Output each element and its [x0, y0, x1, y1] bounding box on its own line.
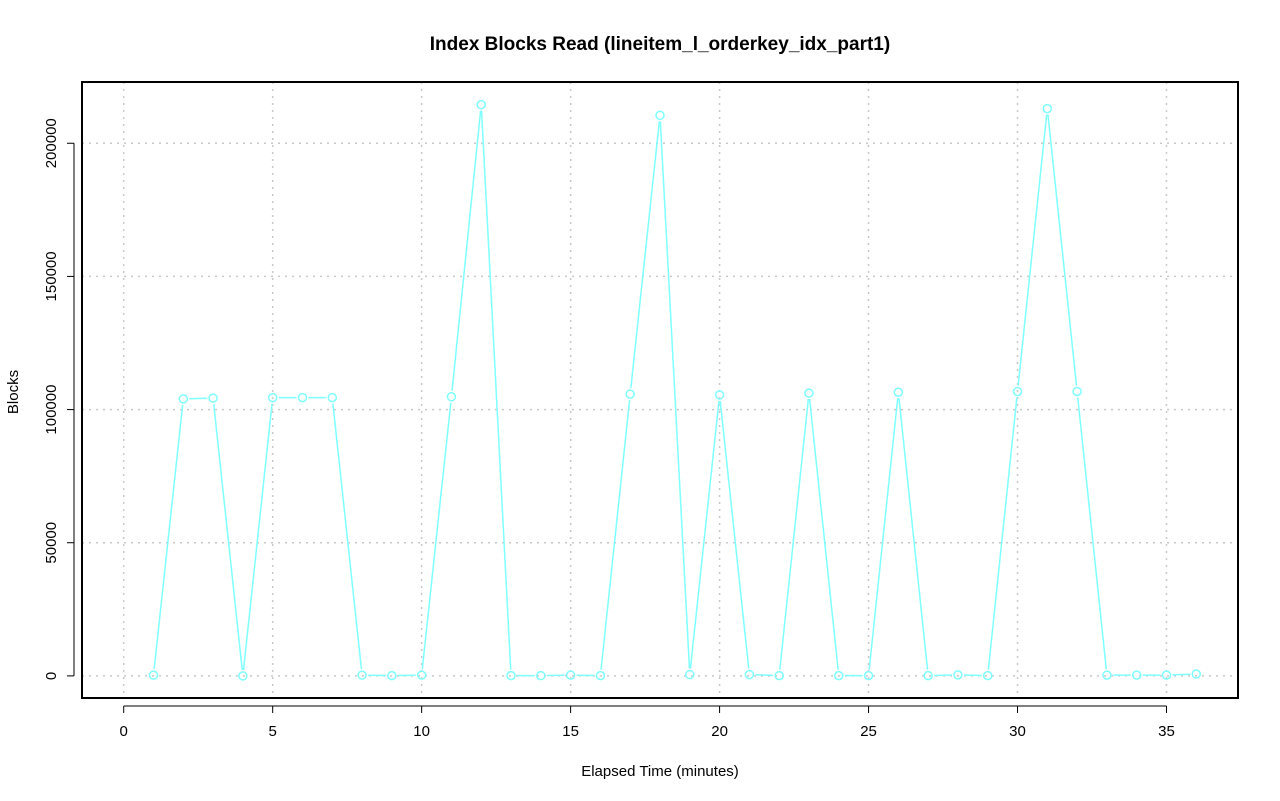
grid — [82, 82, 1238, 698]
plot-frame — [81, 81, 1239, 699]
data-point — [1131, 670, 1142, 680]
y-axis: 0 50000 100000 150000 200000 — [43, 118, 75, 680]
series-line-segment — [719, 400, 750, 669]
data-point — [804, 388, 814, 398]
data-point — [953, 670, 963, 680]
data-point — [923, 670, 933, 681]
data-point — [208, 393, 218, 403]
data-point — [1042, 103, 1053, 114]
y-tick-label: 0 — [43, 672, 60, 680]
series-line-segment — [153, 404, 184, 670]
data-point — [625, 389, 635, 399]
data-point — [476, 99, 486, 110]
y-tick-label: 200000 — [43, 118, 60, 168]
series-line-segment — [755, 674, 774, 677]
data-point — [297, 392, 308, 403]
data-point — [148, 670, 159, 680]
data-point — [1102, 670, 1112, 680]
x-axis: 0 5 10 15 20 25 30 35 — [120, 705, 1175, 740]
chart-title: Index Blocks Read (lineitem_l_orderkey_i… — [430, 34, 890, 55]
data-point — [685, 669, 695, 680]
x-axis-label: Elapsed Time (minutes) — [581, 763, 739, 780]
data-point — [982, 670, 993, 681]
y-axis-label: Blocks — [5, 370, 22, 414]
data-point — [595, 670, 606, 681]
series-line-segment — [1047, 114, 1078, 386]
data-point — [506, 670, 516, 681]
series-line-segment — [451, 110, 482, 391]
series-line-segment — [987, 397, 1018, 670]
x-tick-label: 0 — [120, 723, 128, 740]
series-line-segment — [600, 400, 631, 670]
data-point — [1012, 386, 1023, 397]
series-line-segment — [630, 121, 661, 389]
data-point — [714, 390, 725, 400]
data-point — [267, 392, 278, 403]
series-line-segment — [779, 398, 810, 670]
series-line-segment — [480, 110, 512, 670]
data-point — [565, 670, 576, 680]
data-point — [416, 670, 427, 680]
data-point — [238, 671, 248, 681]
data-point — [327, 392, 338, 403]
data-point — [834, 670, 844, 681]
data-point — [446, 392, 457, 402]
data-point — [1072, 386, 1082, 397]
data-point — [357, 670, 367, 680]
data-point — [1191, 669, 1202, 679]
series-layer — [148, 99, 1202, 681]
data-point — [178, 394, 189, 404]
x-tick-label: 25 — [860, 723, 877, 740]
x-tick-label: 30 — [1009, 723, 1026, 740]
data-point — [744, 669, 755, 680]
series-line-segment — [659, 121, 691, 669]
x-tick-label: 20 — [711, 723, 728, 740]
y-tick-label: 50000 — [43, 522, 60, 564]
series-line-segment — [868, 398, 899, 670]
data-point — [387, 670, 397, 681]
series-line-segment — [332, 403, 363, 670]
series-line-segment — [212, 404, 243, 671]
series-line-segment — [1076, 397, 1108, 670]
data-point — [536, 670, 546, 681]
y-tick-label: 150000 — [43, 251, 60, 301]
series-line-segment — [242, 403, 273, 671]
series-line-segment — [1017, 114, 1048, 386]
data-point — [774, 670, 784, 681]
series-line-segment — [808, 398, 839, 670]
data-point — [1161, 670, 1172, 680]
y-tick-label: 100000 — [43, 385, 60, 435]
x-tick-label: 15 — [562, 723, 579, 740]
x-tick-label: 5 — [269, 723, 277, 740]
series-line-segment — [421, 402, 452, 670]
series-line-segment — [689, 400, 720, 669]
data-point — [893, 387, 904, 398]
data-point — [655, 110, 665, 121]
series-line-segment — [1172, 673, 1191, 676]
x-tick-label: 10 — [413, 723, 430, 740]
series-line-segment — [898, 398, 929, 670]
x-tick-label: 35 — [1158, 723, 1175, 740]
data-point — [863, 670, 874, 681]
